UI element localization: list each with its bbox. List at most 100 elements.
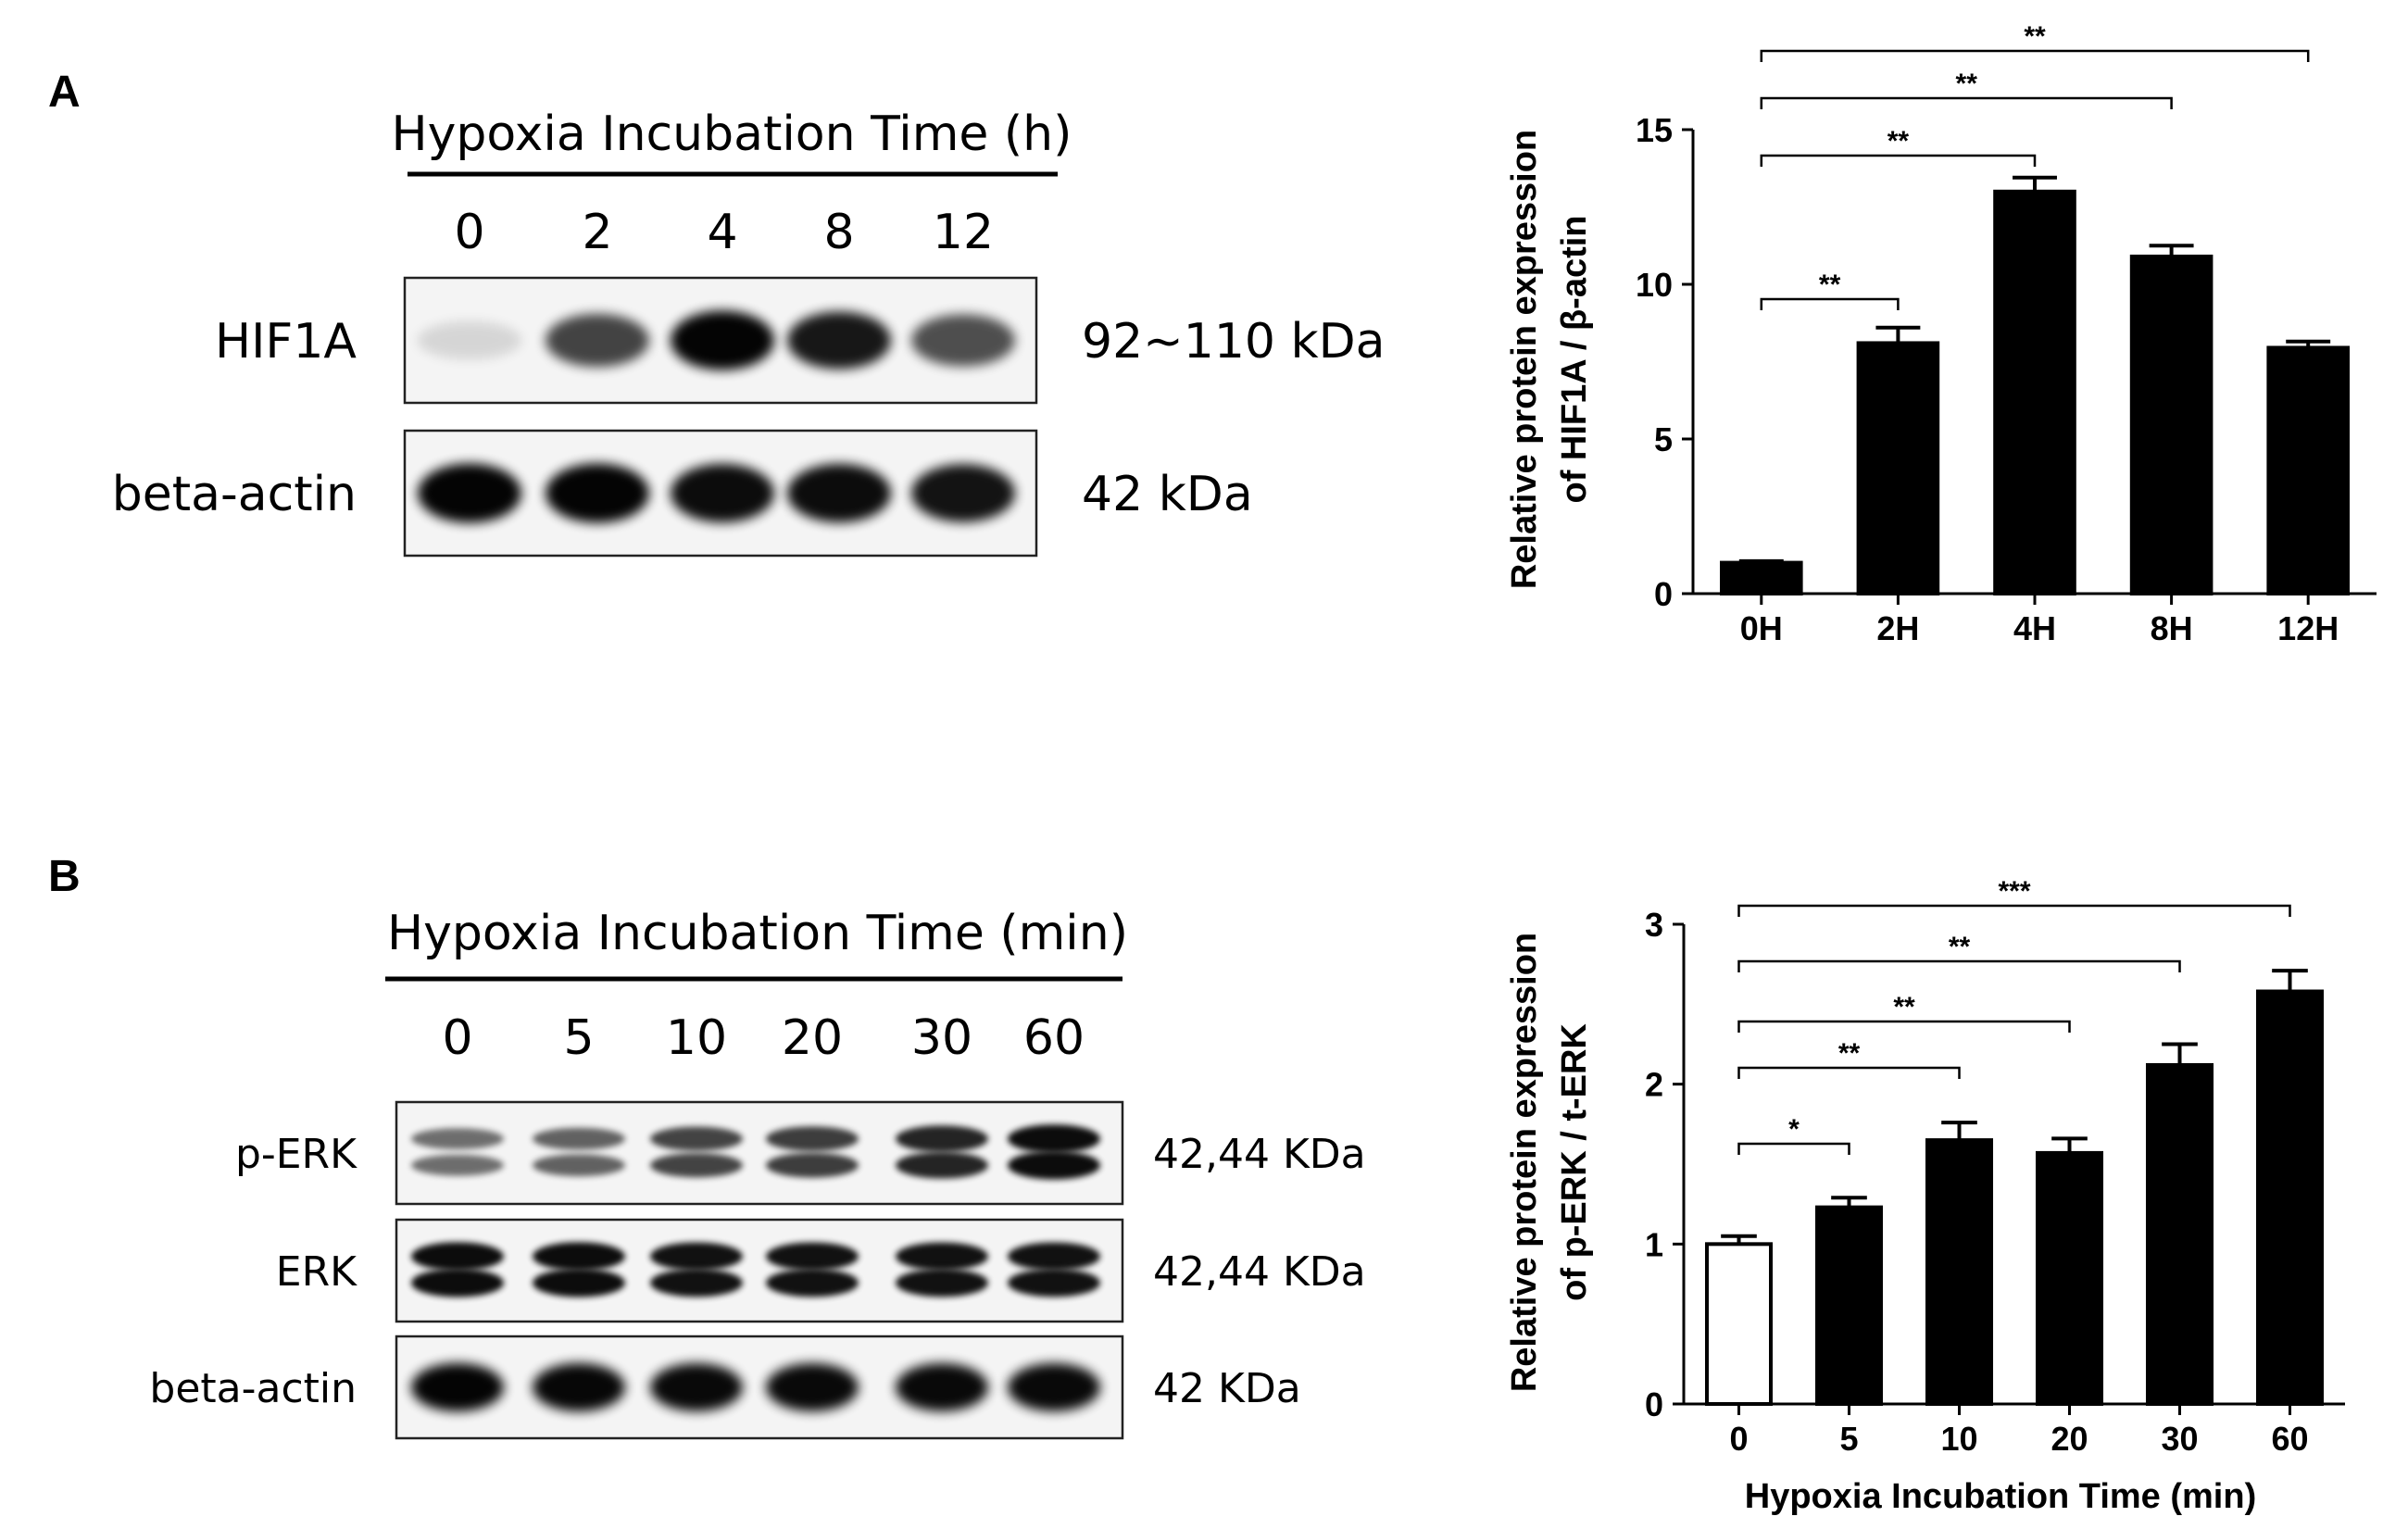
band-lower <box>533 1268 625 1297</box>
bar <box>2255 989 2325 1407</box>
x-tick-label: 20 <box>2051 1420 2088 1458</box>
y-tick-label: 5 <box>1654 420 1673 458</box>
band-lower <box>896 1151 988 1179</box>
y-tick-label: 0 <box>1654 575 1673 613</box>
blot-a-title: Hypoxia Incubation Time (h) <box>392 107 1072 162</box>
bar-chart-perk: Relative protein expression of p-ERK / t… <box>1505 876 2345 1516</box>
y-tick-label: 15 <box>1636 111 1673 149</box>
band-lower <box>1008 1269 1100 1297</box>
significance-label: ** <box>1838 1038 1861 1069</box>
x-tick-label: 0 <box>1729 1420 1748 1458</box>
blot-row-p-erk: p-ERK 42,44 KDa <box>235 1100 1366 1206</box>
blot-row-beta-actin: beta-actin 42 kDa <box>112 429 1253 558</box>
x-tick-label: 30 <box>2161 1420 2198 1458</box>
molecular-weight: 42,44 KDa <box>1153 1131 1366 1178</box>
significance-bracket <box>1760 49 2310 62</box>
blot-membrane <box>395 1100 1124 1206</box>
panel-label-b: B <box>48 852 81 901</box>
lane-label: 4 <box>707 205 737 260</box>
band <box>1008 1363 1100 1411</box>
bar <box>2035 1150 2104 1406</box>
significance-label: ** <box>1956 69 1978 99</box>
band <box>546 463 649 523</box>
x-tick-label: 12H <box>2277 609 2339 647</box>
lane-label: 30 <box>911 1010 972 1066</box>
bar <box>1993 189 2076 596</box>
significance-bracket <box>1760 154 2037 167</box>
bar <box>1704 1242 1774 1407</box>
band-upper <box>411 1242 504 1271</box>
band-upper <box>650 1242 743 1271</box>
band <box>418 463 521 523</box>
western-blot-a: Hypoxia Incubation Time (h) 0 2 4 8 12 HIF1A… <box>112 107 1386 558</box>
band-lower <box>411 1268 504 1297</box>
band <box>896 1363 988 1411</box>
bar <box>1814 1205 1884 1406</box>
blot-membrane <box>395 1335 1124 1440</box>
band-upper <box>1008 1242 1100 1271</box>
lane-label: 20 <box>782 1010 843 1066</box>
protein-name: ERK <box>276 1248 357 1296</box>
x-tick-label: 0H <box>1740 609 1783 647</box>
band-lower <box>896 1269 988 1297</box>
lane-label: 12 <box>933 205 994 260</box>
band <box>787 463 891 523</box>
band-lower <box>1008 1150 1100 1180</box>
band-lower <box>650 1153 743 1178</box>
blot-row-hif1a: HIF1A 92~110 kDa <box>215 276 1386 405</box>
protein-name: beta-actin <box>149 1365 357 1412</box>
x-tick-label: 5 <box>1839 1420 1858 1458</box>
bar <box>1925 1138 1994 1406</box>
band-upper <box>896 1242 988 1271</box>
chart-a-ylabel-line2: of HIF1A / β-actin <box>1555 215 1594 503</box>
y-tick-label: 0 <box>1645 1385 1663 1423</box>
significance-label: * <box>1788 1114 1800 1145</box>
y-tick-label: 10 <box>1636 266 1673 304</box>
chart-b-ylabel-line1: Relative protein expression <box>1505 933 1544 1392</box>
band <box>766 1363 859 1411</box>
band-upper <box>1008 1124 1100 1153</box>
lane-label: 8 <box>823 205 854 260</box>
y-tick-label: 1 <box>1645 1225 1663 1263</box>
band <box>650 1363 743 1411</box>
band-lower <box>533 1154 625 1177</box>
blot-b-title: Hypoxia Incubation Time (min) <box>387 906 1128 961</box>
significance-bracket <box>1737 1066 1961 1079</box>
chart-b-ylabel-line2: of p-ERK / t-ERK <box>1555 1023 1594 1301</box>
bar <box>1856 341 1940 595</box>
blot-b-rows: p-ERK 42,44 KDa ERK 42,44 KDa beta-actin 42 K… <box>149 1100 1366 1440</box>
x-tick-label: 2H <box>1876 609 1919 647</box>
significance-bracket <box>1737 959 2181 972</box>
band <box>671 463 774 523</box>
blot-row-erk: ERK 42,44 KDa <box>276 1218 1366 1323</box>
significance-bracket <box>1737 1142 1850 1155</box>
band <box>546 313 649 368</box>
bar-chart-hif1a: Relative protein expression of HIF1A / β… <box>1505 21 2377 647</box>
significance-label: *** <box>1998 876 2030 907</box>
band-lower <box>411 1154 504 1176</box>
band <box>418 320 521 360</box>
bar <box>2266 345 2351 595</box>
molecular-weight: 42,44 KDa <box>1153 1248 1366 1296</box>
molecular-weight: 42 KDa <box>1153 1365 1301 1412</box>
significance-label: ** <box>1893 992 1915 1022</box>
band-upper <box>896 1125 988 1152</box>
significance-label: ** <box>2024 21 2046 52</box>
lane-label: 60 <box>1023 1010 1085 1066</box>
lane-label: 10 <box>666 1010 727 1066</box>
band-upper <box>533 1127 625 1150</box>
band-upper <box>650 1126 743 1151</box>
blot-b-lane-labels: 0 5 10 20 30 60 <box>442 1010 1085 1066</box>
significance-label: ** <box>1949 932 1971 962</box>
significance-bracket <box>1760 96 2173 109</box>
blot-membrane <box>395 1218 1124 1323</box>
x-tick-label: 60 <box>2271 1420 2308 1458</box>
significance-bracket <box>1760 297 1900 310</box>
band-lower <box>766 1269 859 1297</box>
bar <box>1719 560 1803 595</box>
bar <box>2145 1062 2214 1406</box>
molecular-weight: 42 kDa <box>1082 467 1253 522</box>
protein-name: p-ERK <box>235 1131 357 1178</box>
blot-a-lane-labels: 0 2 4 8 12 <box>454 205 994 260</box>
